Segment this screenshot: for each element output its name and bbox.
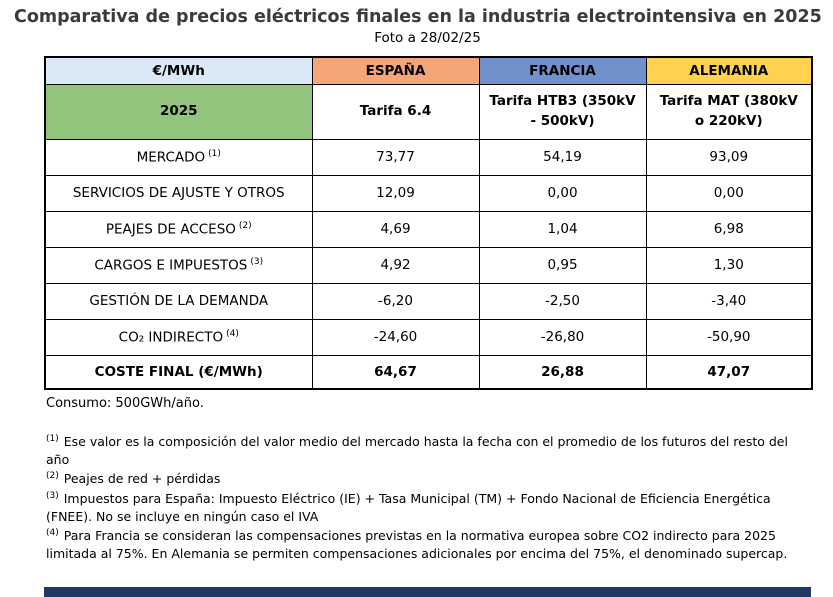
footnote-4-marker: (4): [46, 528, 59, 539]
table-row-cargos: CARGOS E IMPUESTOS (3) 4,92 0,95 1,30: [44, 246, 813, 284]
table-row-mercado: MERCADO (1) 73,77 54,19 93,09: [44, 138, 813, 176]
footnote-2: (2) Peajes de red + pérdidas: [46, 470, 814, 488]
table-row-co2: CO₂ INDIRECTO (4) -24,60 -26,80 -50,90: [44, 318, 813, 356]
value-cell: 26,88: [478, 354, 647, 390]
footnotes: (1) Ese valor es la composición del valor…: [46, 433, 814, 564]
value-cell: 4,92: [311, 246, 480, 284]
table-row-gestion: GESTIÓN DE LA DEMANDA -6,20 -2,50 -3,40: [44, 282, 813, 320]
tariff-espana: Tarifa 6.4: [311, 83, 480, 140]
value-cell: -26,80: [478, 318, 647, 356]
consumption-note: Consumo: 500GWh/año.: [46, 396, 204, 411]
table-header-row: €/MWh ESPAÑA FRANCIA ALEMANIA: [44, 56, 813, 85]
page-subtitle: Foto a 28/02/25: [374, 30, 481, 46]
tariff-alemania: Tarifa MAT (380kV o 220kV): [645, 83, 813, 140]
row-label-cell: COSTE FINAL (€/MWh): [44, 354, 313, 390]
value-cell: 1,04: [478, 210, 647, 248]
row-label: CARGOS E IMPUESTOS: [94, 257, 248, 274]
footnote-marker: (4): [226, 328, 239, 339]
value-cell: 12,09: [311, 174, 480, 212]
row-label-cell: GESTIÓN DE LA DEMANDA: [44, 282, 313, 320]
row-label: COSTE FINAL (€/MWh): [94, 363, 263, 380]
value-cell: 73,77: [311, 138, 480, 176]
unit-header-cell: €/MWh: [44, 56, 313, 85]
row-label: PEAJES DE ACCESO: [105, 221, 236, 238]
value-cell: 64,67: [311, 354, 480, 390]
footnote-3: (3) Impuestos para España: Impuesto Eléct…: [46, 490, 814, 526]
tariff-francia: Tarifa HTB3 (350kV - 500kV): [478, 83, 647, 140]
value-cell: -3,40: [645, 282, 813, 320]
row-label: SERVICIOS DE AJUSTE Y OTROS: [72, 185, 285, 201]
value-cell: 4,69: [311, 210, 480, 248]
footnote-marker: (1): [208, 148, 221, 159]
value-cell: 47,07: [645, 354, 813, 390]
table-row-coste-final: COSTE FINAL (€/MWh) 64,67 26,88 47,07: [44, 354, 813, 390]
price-table: €/MWh ESPAÑA FRANCIA ALEMANIA 2025 Tarif…: [44, 56, 813, 390]
value-cell: -6,20: [311, 282, 480, 320]
row-label-cell: CO₂ INDIRECTO (4): [44, 318, 313, 356]
value-cell: -24,60: [311, 318, 480, 356]
value-cell: 54,19: [478, 138, 647, 176]
row-label: MERCADO: [136, 149, 206, 166]
footnote-2-text: Peajes de red + pérdidas: [63, 471, 221, 487]
footnote-3-marker: (3): [46, 490, 59, 501]
footnote-marker: (3): [250, 256, 264, 267]
footnote-4-text: Para Francia se consideran las compensac…: [46, 528, 788, 562]
footnote-1-marker: (1): [46, 434, 59, 444]
table-row-peajes: PEAJES DE ACCESO (2) 4,69 1,04 6,98: [44, 210, 813, 248]
value-cell: 6,98: [645, 210, 813, 248]
footnote-1: (1) Ese valor es la composición del valor…: [46, 433, 814, 469]
value-cell: 93,09: [645, 138, 813, 176]
value-cell: 0,00: [478, 174, 647, 212]
row-label-cell: SERVICIOS DE AJUSTE Y OTROS: [44, 174, 313, 212]
footnote-1-text: Ese valor es la composición del valor me…: [46, 434, 788, 468]
value-cell: 1,30: [645, 246, 813, 284]
country-header-francia: FRANCIA: [478, 56, 647, 85]
row-label-cell: MERCADO (1): [44, 138, 313, 176]
year-cell: 2025: [44, 83, 313, 140]
footnote-4: (4) Para Francia se consideran las compen…: [46, 527, 814, 563]
row-label-cell: PEAJES DE ACCESO (2): [44, 210, 313, 248]
value-cell: -2,50: [478, 282, 647, 320]
country-header-espana: ESPAÑA: [311, 56, 480, 85]
footnote-2-marker: (2): [46, 471, 59, 482]
country-header-alemania: ALEMANIA: [645, 56, 813, 85]
footnote-3-text: Impuestos para España: Impuesto Eléctric…: [46, 490, 771, 524]
tariff-row: 2025 Tarifa 6.4 Tarifa HTB3 (350kV - 500…: [44, 83, 813, 140]
table-row-servicios: SERVICIOS DE AJUSTE Y OTROS 12,09 0,00 0…: [44, 174, 813, 212]
footnote-marker: (2): [238, 220, 252, 231]
bottom-bar: [44, 587, 811, 597]
value-cell: 0,00: [645, 174, 813, 212]
row-label-cell: CARGOS E IMPUESTOS (3): [44, 246, 313, 284]
row-label: CO₂ INDIRECTO: [118, 329, 224, 346]
page-title: Comparativa de precios eléctricos finale…: [14, 7, 822, 27]
value-cell: 0,95: [478, 246, 647, 284]
value-cell: -50,90: [645, 318, 813, 356]
row-label: GESTIÓN DE LA DEMANDA: [89, 293, 269, 309]
